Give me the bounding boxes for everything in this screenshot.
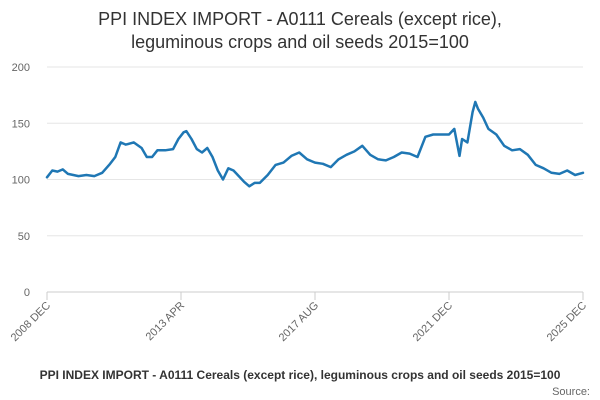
x-axis: 2008 DEC 2013 APR 2017 AUG 2021 DEC 2025 DEC — [9, 291, 589, 344]
y-tick-label: 0 — [24, 287, 30, 299]
legend-label[interactable]: PPI INDEX IMPORT - A0111 Cereals (except… — [40, 368, 561, 382]
x-tick-label: 2013 APR — [144, 300, 188, 344]
y-axis-ticks: 0 50 100 150 200 — [12, 62, 30, 299]
y-tick-label: 150 — [12, 118, 30, 130]
x-tick-label: 2017 AUG — [277, 300, 321, 344]
x-tick-label: 2021 DEC — [411, 300, 455, 344]
chart-title-line-1: PPI INDEX IMPORT - A0111 Cereals (except… — [98, 9, 502, 29]
y-tick-label: 50 — [18, 231, 30, 243]
x-tick-label: 2025 DEC — [545, 300, 589, 344]
grid-lines — [47, 66, 583, 293]
series-line-0[interactable] — [45, 100, 585, 188]
y-tick-label: 100 — [12, 175, 30, 187]
chart-title-line-2: leguminous crops and oil seeds 2015=100 — [131, 32, 469, 52]
source-label: Source: — [552, 386, 590, 398]
series-lines — [45, 100, 585, 188]
x-tick-label: 2008 DEC — [9, 300, 53, 344]
y-tick-label: 200 — [12, 62, 30, 74]
